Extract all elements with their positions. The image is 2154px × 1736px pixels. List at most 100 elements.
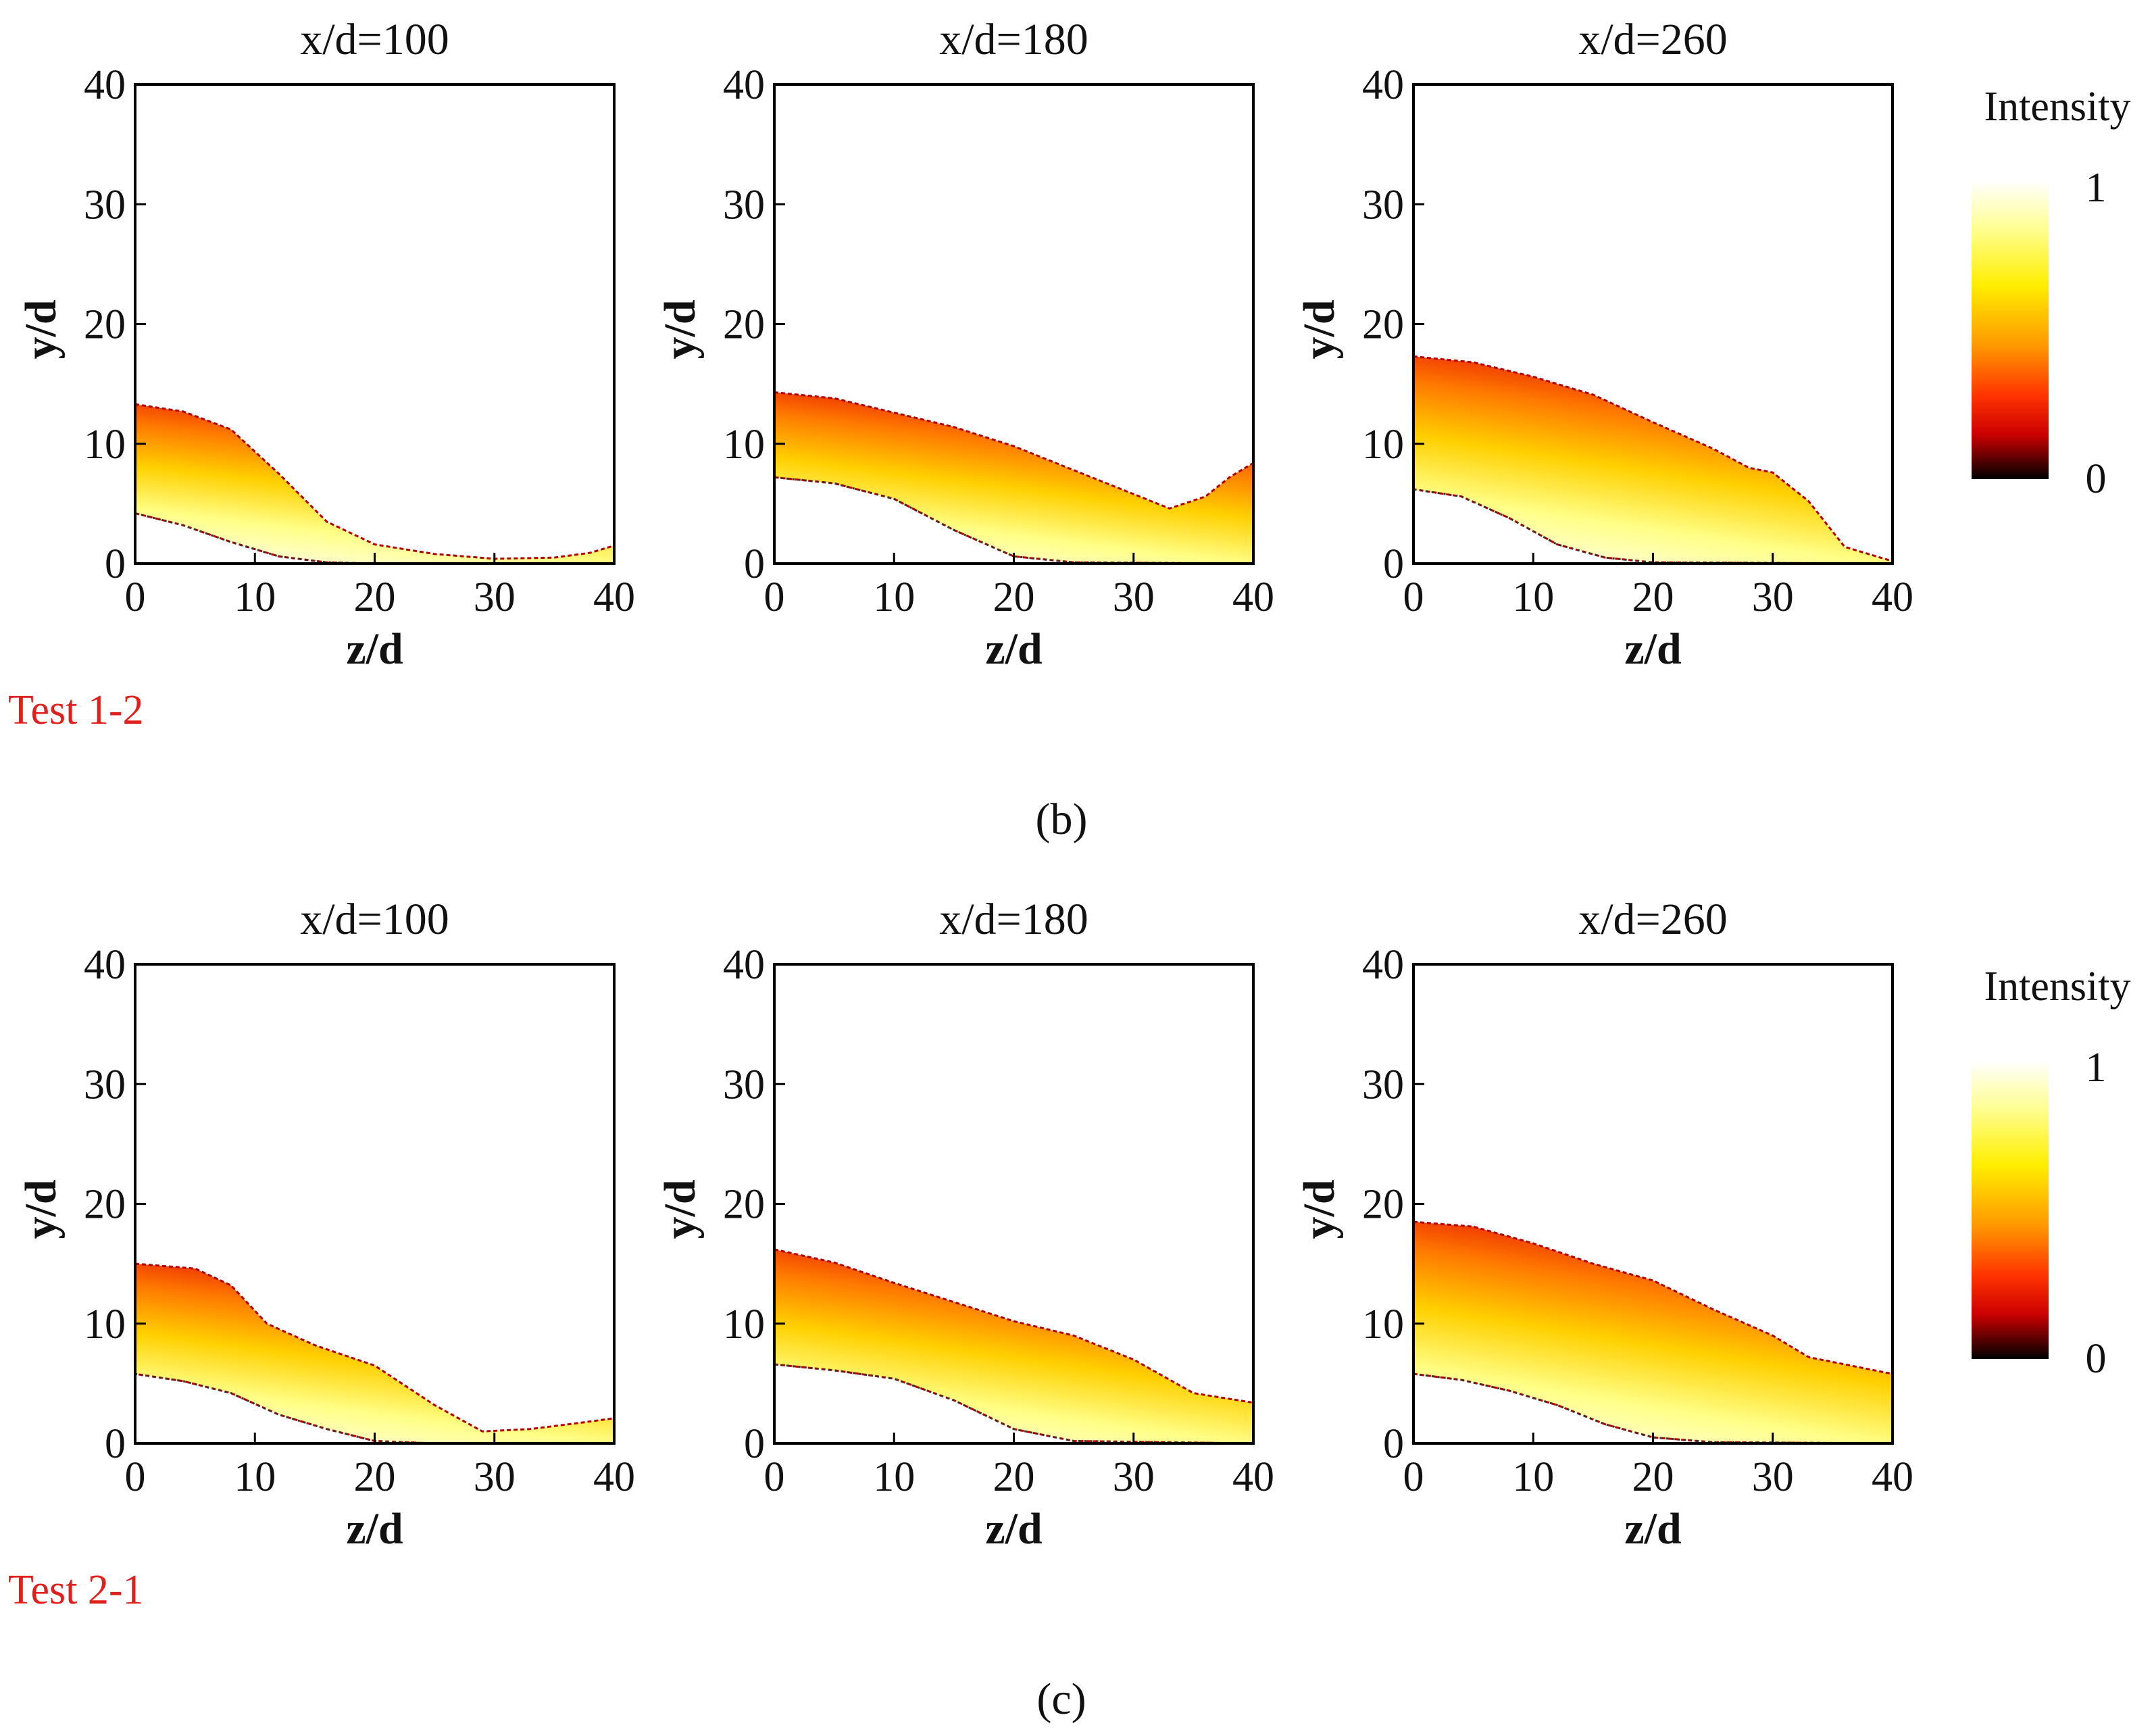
x-axis-label: z/d	[1624, 1504, 1681, 1554]
y-tick-label: 20	[84, 1182, 126, 1228]
x-tick-label: 10	[873, 574, 915, 620]
y-tick-label: 40	[1362, 942, 1404, 988]
y-tick-label: 0	[105, 1421, 126, 1467]
y-tick-label: 0	[744, 1421, 765, 1467]
y-tick-label: 20	[723, 302, 765, 348]
plot-1-3: x/d=260 0 10 20 30 40 0 10 20 30 40 z/d y/d	[1295, 15, 1913, 674]
x-tick-label: 10	[234, 574, 276, 620]
x-axis-label: z/d	[985, 1504, 1042, 1554]
y-tick-label: 40	[84, 62, 126, 108]
test-label: Test 1-2	[8, 687, 144, 733]
plot-title: x/d=260	[1578, 895, 1728, 944]
x-axis-label: z/d	[985, 624, 1042, 674]
y-tick-label: 0	[105, 541, 126, 587]
x-tick-label: 0	[125, 574, 146, 620]
panel-label: (b)	[1036, 795, 1088, 844]
panel-label: (c)	[1036, 1675, 1086, 1724]
y-tick-label: 40	[84, 942, 126, 988]
y-tick-label: 30	[84, 1062, 126, 1108]
colorbar-label-top: 1	[2086, 165, 2107, 211]
test-label: Test 2-1	[8, 1567, 144, 1613]
y-tick-label: 10	[1362, 422, 1404, 468]
y-axis-label: y/d	[16, 1179, 66, 1239]
x-tick-label: 0	[1403, 574, 1424, 620]
x-tick-label: 30	[1752, 574, 1794, 620]
y-tick-label: 0	[744, 541, 765, 587]
y-tick-label: 30	[1362, 1062, 1404, 1108]
x-tick-label: 10	[1512, 574, 1554, 620]
y-tick-label: 40	[723, 62, 765, 108]
x-tick-label: 40	[1232, 1454, 1274, 1500]
plot-title: x/d=180	[939, 895, 1088, 944]
plume-lower-edge	[774, 1363, 1254, 1445]
x-tick-label: 20	[993, 574, 1035, 620]
y-tick-label: 10	[1362, 1301, 1404, 1347]
y-axis-label: y/d	[1295, 299, 1344, 359]
y-tick-label: 10	[723, 1301, 765, 1347]
x-axis-label: z/d	[346, 1504, 403, 1554]
plume-region	[134, 403, 616, 565]
x-tick-label: 0	[1403, 1454, 1424, 1500]
x-tick-label: 40	[593, 1454, 635, 1500]
x-tick-label: 40	[593, 574, 635, 620]
y-tick-label: 20	[723, 1182, 765, 1228]
y-tick-label: 40	[723, 942, 765, 988]
x-tick-label: 0	[125, 1454, 146, 1500]
x-axis-label: z/d	[1624, 624, 1681, 674]
test-group-1: x/d=100 0 10 20 30 40 0 10 20 30 40 z/d y/d x/d=180 0 1…	[8, 15, 1913, 844]
plume-lower-edge	[1413, 1372, 1893, 1445]
x-tick-label: 0	[764, 574, 785, 620]
plot-2-3: x/d=260 0 10 20 30 40 0 10 20 30 40 z/d y/d	[1295, 895, 1913, 1554]
plot-title: x/d=100	[300, 15, 449, 64]
x-tick-label: 0	[764, 1454, 785, 1500]
plot-2-2: x/d=180 0 10 20 30 40 0 10 20 30 40 z/d y/d	[655, 895, 1274, 1554]
y-tick-label: 20	[1362, 302, 1404, 348]
plume-region	[773, 1247, 1255, 1445]
test-group-2: x/d=100 0 10 20 30 40 0 10 20 30 40 z/d y/d x/d=180 0 1…	[8, 895, 1913, 1724]
x-tick-label: 10	[873, 1454, 915, 1500]
colorbar-gradient	[1972, 1061, 2049, 1359]
x-tick-label: 20	[993, 1454, 1035, 1500]
x-tick-label: 30	[1113, 574, 1155, 620]
y-tick-label: 10	[84, 1301, 126, 1347]
y-axis-label: y/d	[655, 299, 705, 359]
plume-region	[1412, 1220, 1894, 1445]
plot-title: x/d=260	[1578, 15, 1728, 64]
plume-lower-edge	[774, 476, 1254, 565]
y-axis-label: y/d	[655, 1179, 705, 1239]
x-tick-label: 30	[474, 1454, 516, 1500]
x-tick-label: 30	[1113, 1454, 1155, 1500]
colorbar-gradient	[1972, 181, 2049, 479]
plot-title: x/d=100	[300, 895, 449, 944]
x-tick-label: 10	[1512, 1454, 1554, 1500]
y-tick-label: 0	[1383, 541, 1404, 587]
y-tick-label: 30	[84, 182, 126, 228]
y-axis-label: y/d	[1295, 1179, 1344, 1239]
colorbar-title: Intensity	[1984, 964, 2131, 1010]
x-tick-label: 40	[1872, 574, 1913, 620]
x-tick-label: 20	[1632, 1454, 1674, 1500]
colorbar: Intensity 1 0	[1972, 964, 2130, 1382]
x-tick-label: 10	[234, 1454, 276, 1500]
y-tick-label: 30	[1362, 182, 1404, 228]
colorbar-label-top: 1	[2086, 1045, 2107, 1091]
colorbar-title: Intensity	[1984, 84, 2131, 130]
y-tick-label: 20	[84, 302, 126, 348]
plot-title: x/d=180	[939, 15, 1088, 64]
y-tick-label: 10	[723, 422, 765, 468]
y-tick-label: 20	[1362, 1182, 1404, 1228]
x-tick-label: 20	[354, 574, 396, 620]
x-tick-label: 20	[354, 1454, 396, 1500]
colorbar: Intensity 1 0	[1972, 84, 2130, 502]
plume-region	[134, 1262, 616, 1445]
plume-region	[1412, 355, 1894, 565]
plot-1-1: x/d=100 0 10 20 30 40 0 10 20 30 40 z/d y/d	[16, 15, 635, 674]
x-tick-label: 30	[474, 574, 516, 620]
x-tick-label: 30	[1752, 1454, 1794, 1500]
plume-region	[773, 391, 1255, 565]
y-tick-label: 30	[723, 1062, 765, 1108]
plot-2-1: x/d=100 0 10 20 30 40 0 10 20 30 40 z/d y/d	[16, 895, 635, 1554]
y-tick-label: 30	[723, 182, 765, 228]
y-tick-label: 40	[1362, 62, 1404, 108]
